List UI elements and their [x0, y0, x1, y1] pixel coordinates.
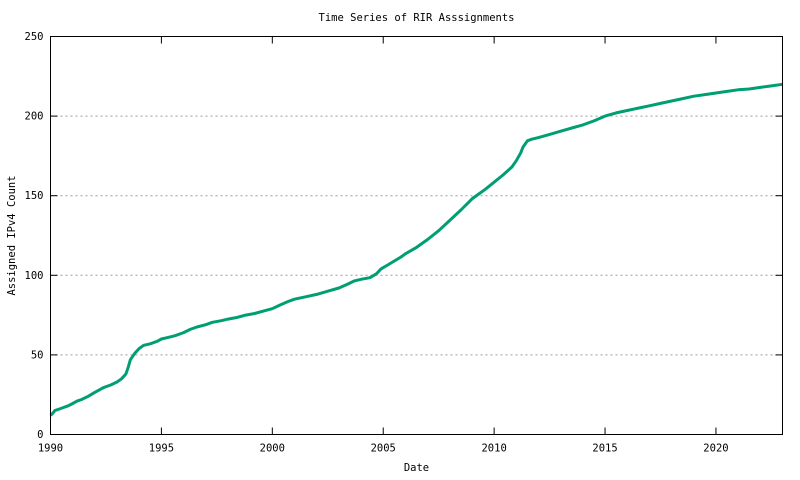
- gridlines: [50, 115, 783, 356]
- y-tick-labels: 0 50 100 150 200 250: [25, 31, 44, 441]
- y-tick-label: 150: [25, 190, 44, 202]
- y-tick-label: 250: [25, 31, 44, 43]
- x-tick-label: 1995: [149, 443, 174, 455]
- y-axis-label: Assigned IPv4 Count: [6, 175, 18, 295]
- x-axis-label: Date: [404, 462, 429, 474]
- axis-ticks: [50, 36, 783, 435]
- x-tick-labels: 1990 1995 2000 2005 2010 2015 2020: [38, 443, 729, 455]
- data-series-line: [49, 82, 783, 417]
- x-tick-label: 1990: [38, 443, 63, 455]
- x-tick-label: 2000: [260, 443, 285, 455]
- x-tick-label: 2005: [371, 443, 396, 455]
- plot-area: [49, 36, 783, 435]
- chart-title: Time Series of RIR Asssignments: [319, 12, 515, 24]
- plot-border: [50, 36, 783, 435]
- y-tick-label: 50: [31, 349, 44, 361]
- y-tick-label: 0: [37, 429, 43, 441]
- y-tick-label: 100: [25, 270, 44, 282]
- x-tick-label: 2015: [592, 443, 617, 455]
- y-tick-label: 200: [25, 111, 44, 123]
- x-tick-label: 2020: [703, 443, 728, 455]
- x-tick-label: 2010: [481, 443, 506, 455]
